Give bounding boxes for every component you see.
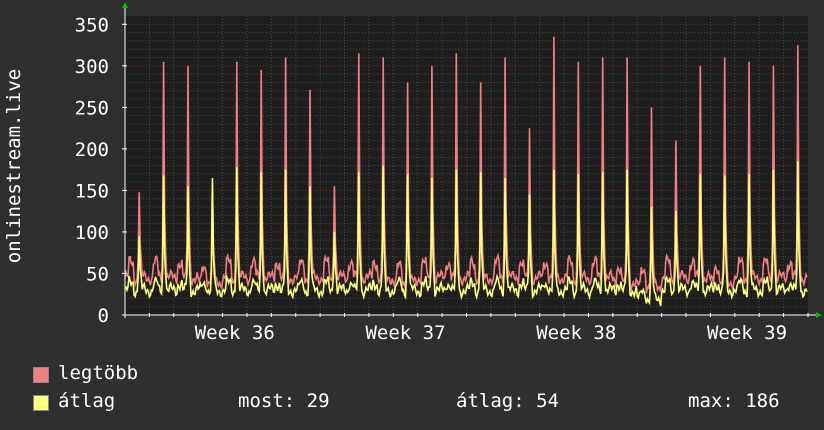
- series-line-avg: [124, 161, 808, 307]
- y-tick-label: 150: [75, 180, 109, 202]
- x-tick-label: Week 37: [365, 322, 445, 344]
- y-tick-label: 100: [75, 222, 109, 244]
- x-tick-label: Week 38: [536, 322, 616, 344]
- y-tick-label: 250: [75, 97, 109, 119]
- legend-swatch-avg: [33, 395, 49, 411]
- stat-max: max: 186: [688, 390, 780, 412]
- y-tick-label: 0: [98, 305, 109, 327]
- legend-swatch-max: [33, 367, 49, 383]
- axes: 0 50 100 150 200 250 300 350 Week 36 Week 37 Week …: [75, 2, 822, 344]
- stat-average: átlag: 54: [456, 390, 559, 412]
- y-tick-label: 350: [75, 14, 109, 36]
- chart: 0 50 100 150 200 250 300 350 Week 36 Week 37 Week …: [3, 2, 822, 344]
- legend-label-max: legtöbb: [58, 362, 139, 384]
- series-line-max: [124, 36, 808, 294]
- y-tick-label: 200: [75, 139, 109, 161]
- x-tick-label: Week 39: [707, 322, 787, 344]
- y-axis-label: onlinestream.live: [3, 69, 25, 263]
- legend-label-avg: átlag: [58, 390, 116, 412]
- series-layer: [124, 36, 808, 307]
- y-tick-label: 300: [75, 56, 109, 78]
- stat-now: most: 29: [238, 390, 330, 412]
- x-axis-arrow: [816, 312, 822, 318]
- x-tick-label: Week 36: [195, 322, 275, 344]
- y-tick-label: 50: [86, 263, 109, 285]
- y-axis-arrow: [122, 2, 128, 8]
